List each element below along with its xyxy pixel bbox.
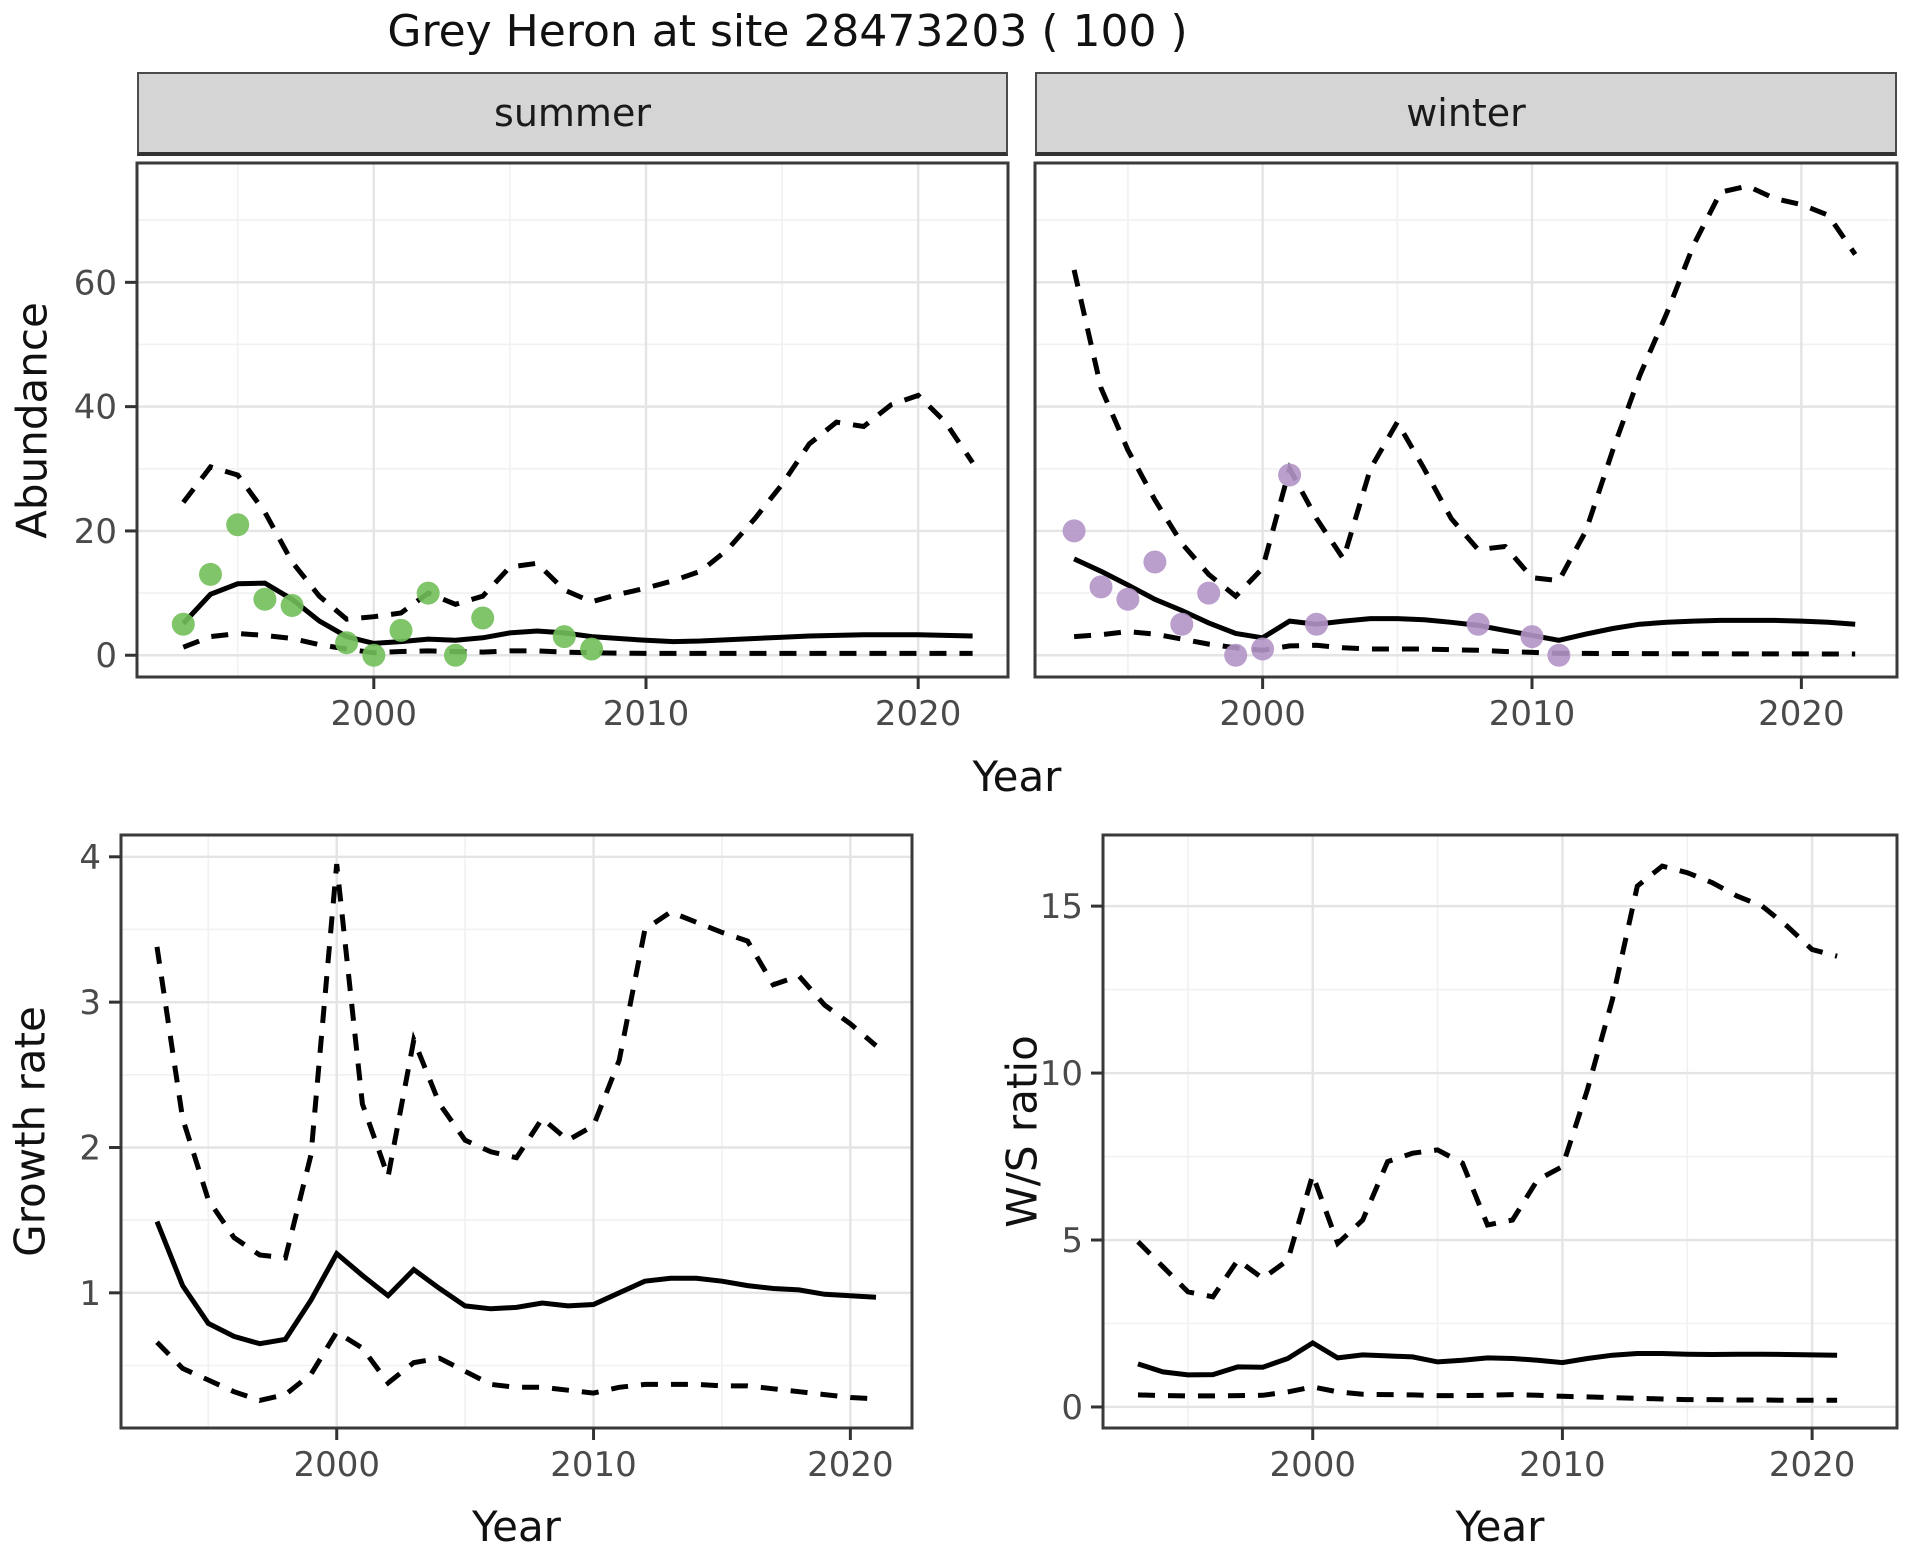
x-tick-label: 2000 — [1219, 694, 1306, 734]
x-axis-title-year-ws: Year — [1455, 1502, 1545, 1551]
ws-ratio-fitted_mean-line — [1137, 1339, 1838, 1378]
abundance-winter-panel: 2000 2010 2020 — [1033, 161, 1899, 734]
y-tick-label: 0 — [1061, 1388, 1083, 1428]
observed_winter_counts-point — [1170, 612, 1194, 636]
x-tick-label: 2000 — [331, 694, 418, 734]
y-tick-label: 15 — [1040, 887, 1083, 927]
observed_summer_counts-point — [171, 612, 195, 636]
observed_winter_counts-point — [1251, 637, 1275, 661]
facet-strip-summer: summer — [137, 72, 1008, 156]
facet-label-summer: summer — [494, 91, 651, 135]
growth-rate-panel: 2000 2010 2020 1 2 3 4 — [79, 833, 914, 1485]
y-tick-label: 40 — [74, 388, 117, 428]
y-tick-label: 20 — [74, 512, 117, 552]
observed_winter_counts-point — [1547, 643, 1571, 667]
facet-label-winter: winter — [1406, 91, 1526, 135]
observed_winter_counts-point — [1062, 519, 1086, 543]
observed_summer_counts-point — [471, 606, 495, 630]
observed_summer_counts-point — [389, 618, 413, 642]
x-tick-label: 2000 — [1269, 1445, 1356, 1485]
x-axis-title-year-top: Year — [972, 752, 1062, 801]
observed_summer_counts-point — [253, 587, 277, 611]
ws-ratio-panel: 2000 2010 2020 0 5 10 15 — [1040, 833, 1899, 1485]
x-tick-label: 2010 — [1519, 1445, 1606, 1485]
abundance-summer-panel: 2000 2010 2020 0 20 40 60 — [74, 161, 1010, 734]
observed_winter_counts-point — [1466, 612, 1490, 636]
ws-ratio-ci_upper-line — [1136, 863, 1838, 1300]
observed_winter_counts-point — [1143, 550, 1167, 574]
x-axis-title-year-growth: Year — [472, 1502, 561, 1551]
panel-border — [1101, 833, 1899, 1430]
growth-rate-fitted_mean-line — [154, 1220, 877, 1347]
observed_summer_counts-point — [444, 643, 467, 667]
abundance-summer-ci_lower-line — [182, 630, 973, 656]
observed_summer_counts-point — [552, 625, 576, 649]
panel-border — [135, 161, 1010, 679]
y-tick-label: 1 — [79, 1274, 101, 1314]
observed_summer_counts-point — [362, 643, 386, 667]
observed_winter_counts-point — [1197, 581, 1221, 605]
x-tick-label: 2010 — [550, 1445, 637, 1485]
x-tick-label: 2020 — [807, 1445, 894, 1485]
ws-ratio-ci_lower-line — [1137, 1384, 1838, 1403]
y-tick-label: 3 — [79, 983, 101, 1023]
abundance-winter-fitted_mean-line — [1073, 556, 1856, 643]
y-tick-label: 2 — [79, 1128, 101, 1168]
x-tick-label: 2020 — [875, 694, 962, 734]
x-tick-label: 2020 — [1758, 694, 1845, 734]
abundance-summer-ci_upper-line — [181, 392, 975, 622]
figure-title: Grey Heron at site 28473203 ( 100 ) — [387, 6, 1188, 57]
abundance-summer-fitted_mean-line — [181, 580, 973, 646]
observed_winter_counts-point — [1089, 575, 1113, 599]
x-tick-label: 2010 — [603, 694, 690, 734]
y-tick-label: 5 — [1061, 1221, 1083, 1261]
x-tick-label: 2000 — [293, 1445, 380, 1485]
abundance-winter-ci_upper-line — [1071, 183, 1858, 600]
observed_winter_counts-point — [1116, 587, 1140, 611]
observed_winter_counts-point — [1224, 643, 1248, 667]
growth-rate-ci_upper-line — [154, 863, 878, 1261]
x-tick-label: 2010 — [1489, 694, 1576, 734]
observed_summer_counts-point — [280, 594, 304, 617]
observed_summer_counts-point — [199, 562, 222, 586]
observed_winter_counts-point — [1305, 612, 1328, 636]
x-tick-label: 2020 — [1769, 1445, 1856, 1485]
panel-border — [119, 833, 914, 1430]
observed_summer_counts-point — [226, 513, 250, 537]
observed_summer_counts-point — [335, 631, 359, 655]
observed_summer_counts-point — [416, 581, 440, 605]
panel-border — [1033, 161, 1899, 679]
observed_winter_counts-point — [1278, 463, 1302, 487]
y-tick-label: 4 — [79, 838, 101, 878]
observed_winter_counts-point — [1520, 625, 1544, 649]
abundance-winter-ci_lower-line — [1073, 629, 1856, 657]
y-tick-label: 10 — [1040, 1054, 1083, 1094]
observed_summer_counts-point — [580, 637, 604, 661]
y-tick-label: 60 — [74, 263, 117, 303]
y-tick-label: 0 — [95, 636, 117, 676]
facet-strip-winter: winter — [1035, 72, 1897, 156]
